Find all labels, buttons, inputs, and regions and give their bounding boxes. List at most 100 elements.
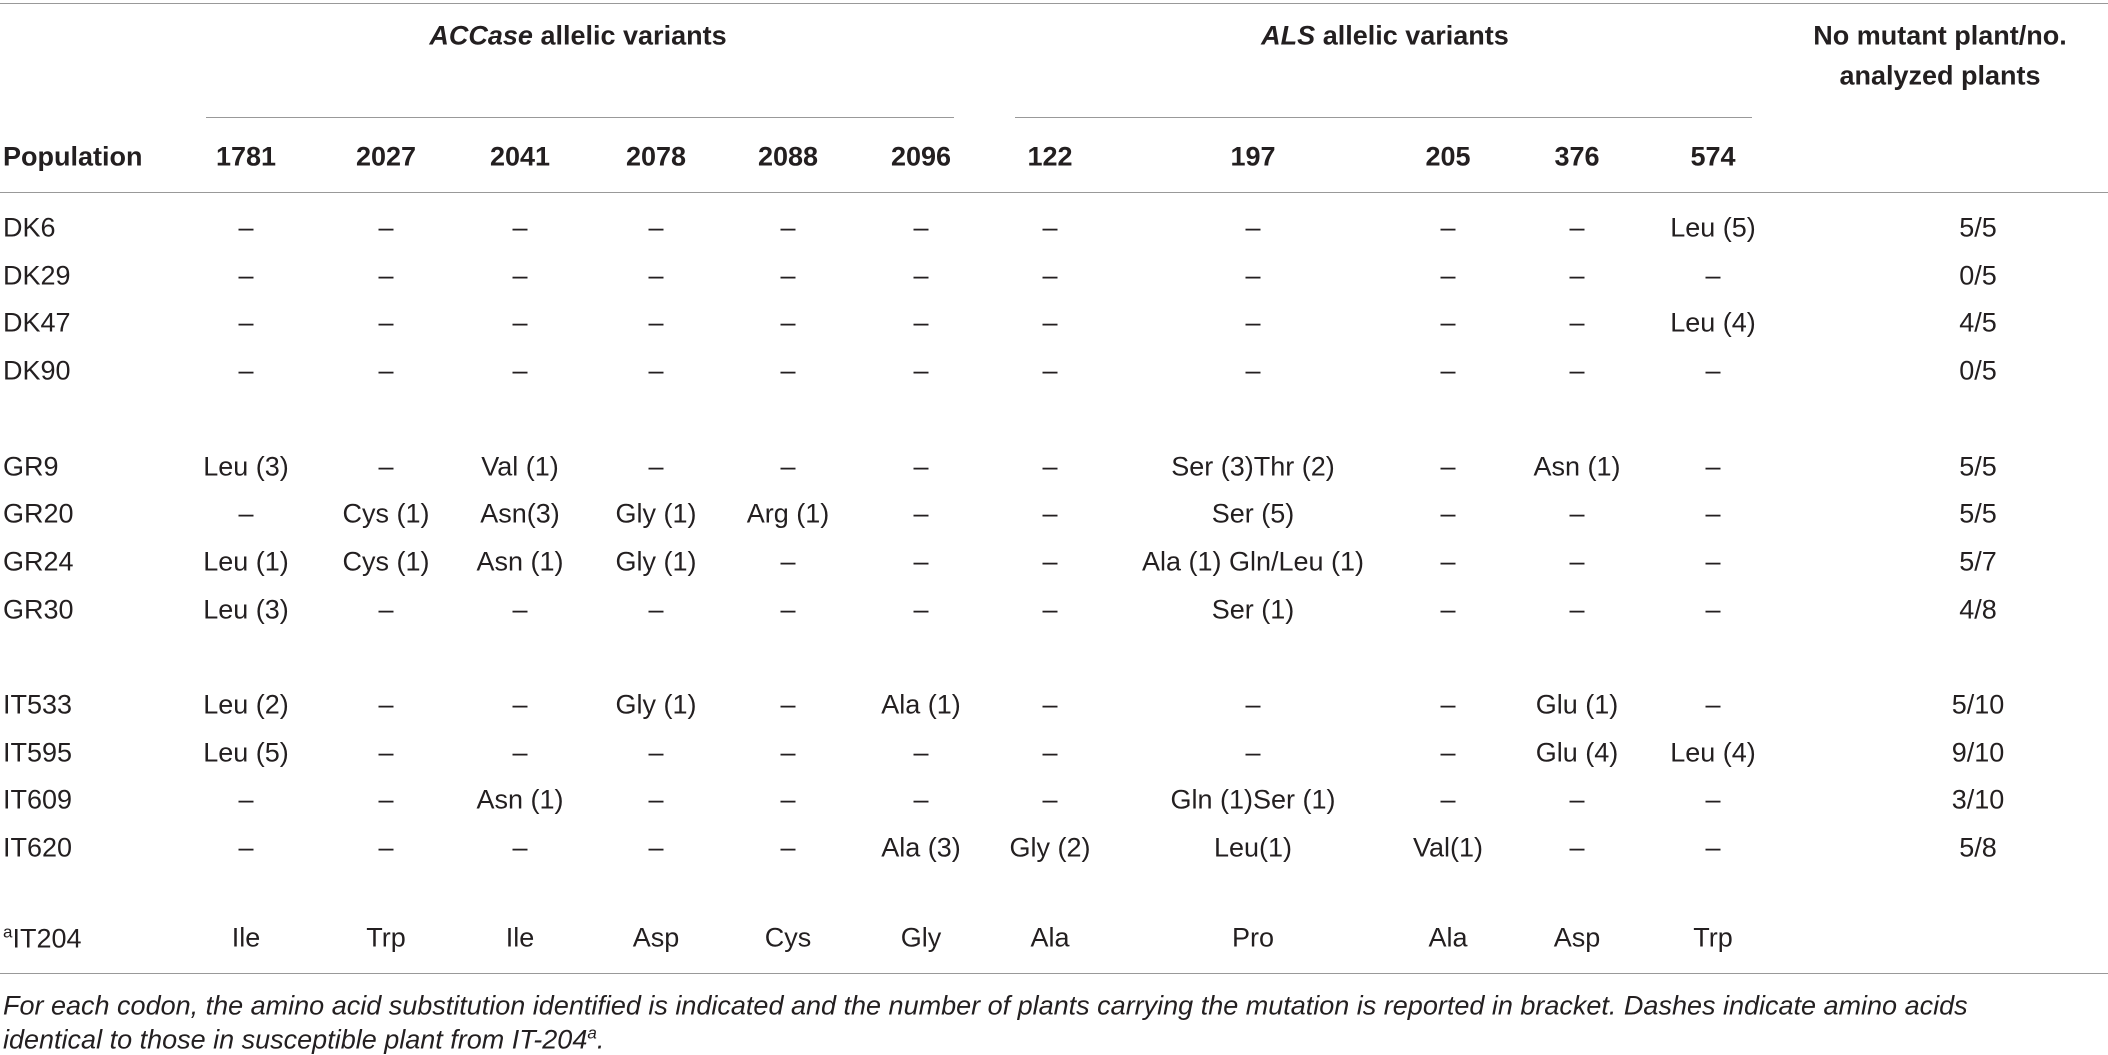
cell: – xyxy=(378,260,394,291)
cell: – xyxy=(1440,498,1456,529)
cell: – xyxy=(648,355,664,386)
rule xyxy=(206,117,954,118)
cell: – xyxy=(1569,212,1585,243)
cell: – xyxy=(1440,737,1456,768)
cell: Asn (1) xyxy=(1533,451,1621,481)
population: DK90 xyxy=(3,355,71,386)
cell: – xyxy=(1245,260,1261,291)
cell: – xyxy=(378,307,394,338)
population: DK47 xyxy=(3,307,71,338)
cell: Arg (1) xyxy=(746,498,830,529)
cell: Leu (1) xyxy=(203,546,289,577)
cell: – xyxy=(1440,260,1456,291)
cell: – xyxy=(780,737,796,768)
cell: Ala xyxy=(1030,922,1070,953)
cell: Cys xyxy=(764,922,812,953)
cell: – xyxy=(648,784,664,815)
column-header: 122 xyxy=(1027,141,1073,172)
population-header: Population xyxy=(3,141,143,172)
cell: – xyxy=(238,832,254,863)
cell: – xyxy=(1042,546,1058,577)
column-header: 1781 xyxy=(215,141,277,172)
column-header: 376 xyxy=(1554,141,1600,172)
cell: – xyxy=(913,260,929,291)
cell: Asp xyxy=(1553,922,1601,953)
cell: – xyxy=(913,784,929,815)
cell: – xyxy=(913,737,929,768)
cell: – xyxy=(1245,212,1261,243)
cell: – xyxy=(1705,498,1721,529)
cell: Pro xyxy=(1231,922,1275,953)
cell: – xyxy=(378,212,394,243)
ratio: 5/10 xyxy=(1951,689,2005,720)
cell: Trp xyxy=(366,922,406,953)
cell: – xyxy=(1042,307,1058,338)
ratio: 5/8 xyxy=(1959,832,1997,863)
population: IT620 xyxy=(3,832,73,863)
cell: – xyxy=(1705,355,1721,386)
cell: Ser (1) xyxy=(1211,594,1295,625)
cell: – xyxy=(1042,212,1058,243)
cell: Ile xyxy=(505,922,535,953)
cell: – xyxy=(512,260,528,291)
cell: – xyxy=(1042,737,1058,768)
cell: – xyxy=(648,594,664,625)
cell: Leu (5) xyxy=(203,737,289,768)
cell: – xyxy=(1440,594,1456,625)
cell: – xyxy=(512,689,528,720)
cell: – xyxy=(913,594,929,625)
footnote: For each codon, the amino acid substitut… xyxy=(3,990,1968,1021)
cell: – xyxy=(780,546,796,577)
ratio: 4/8 xyxy=(1959,594,1997,625)
rule xyxy=(0,973,2108,974)
cell: – xyxy=(1042,451,1058,481)
cell: – xyxy=(1245,307,1261,338)
cell: – xyxy=(1705,546,1721,577)
ratio: 9/10 xyxy=(1951,737,2005,768)
cell: Ala xyxy=(1428,922,1468,953)
cell: – xyxy=(1440,784,1456,815)
ratio: 0/5 xyxy=(1959,355,1997,386)
ratio: 5/5 xyxy=(1959,451,1997,481)
cell: – xyxy=(648,212,664,243)
cell: – xyxy=(1042,260,1058,291)
cell: – xyxy=(378,689,394,720)
cell: Leu (3) xyxy=(203,451,289,481)
population-text: IT204 xyxy=(12,923,82,954)
population: IT609 xyxy=(3,784,73,815)
gene: ALS xyxy=(1261,20,1316,51)
cell: – xyxy=(512,212,528,243)
group-header: ACCase allelic variants xyxy=(429,22,726,50)
cell: Ala (3) xyxy=(881,832,961,863)
cell: – xyxy=(512,737,528,768)
cell: – xyxy=(648,307,664,338)
cell: Leu (2) xyxy=(203,689,289,720)
cell: – xyxy=(378,451,394,481)
cell: Leu (5) xyxy=(1670,212,1756,243)
cell: – xyxy=(1569,498,1585,529)
cell: – xyxy=(1440,307,1456,338)
cell: – xyxy=(238,498,254,529)
cell: – xyxy=(648,832,664,863)
rule xyxy=(0,192,2108,193)
column-header: 2041 xyxy=(489,141,551,172)
cell: – xyxy=(1569,832,1585,863)
cell: Glu (4) xyxy=(1535,737,1619,768)
cell: – xyxy=(780,355,796,386)
cell: – xyxy=(780,451,796,481)
cell: Asn (1) xyxy=(476,784,564,815)
cell: Gly (1) xyxy=(615,689,697,720)
cell: – xyxy=(1245,689,1261,720)
cell: – xyxy=(780,307,796,338)
ratio: 3/10 xyxy=(1951,784,2005,815)
cell: Leu (4) xyxy=(1670,307,1756,338)
population: DK6 xyxy=(3,212,56,243)
cell: Ser (3)Thr (2) xyxy=(1171,451,1335,481)
ratio: 5/7 xyxy=(1959,546,1997,577)
cell: – xyxy=(1042,689,1058,720)
ratio: 5/5 xyxy=(1959,212,1997,243)
population: aIT204 xyxy=(3,924,82,953)
cell: – xyxy=(238,212,254,243)
cell: – xyxy=(913,546,929,577)
